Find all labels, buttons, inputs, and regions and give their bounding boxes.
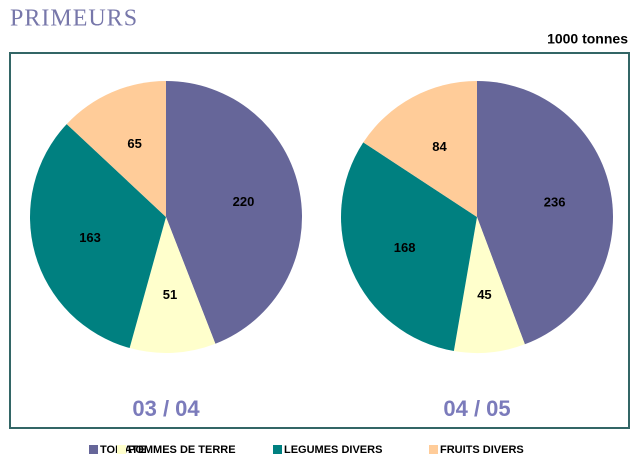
pie-slice: [129, 217, 216, 354]
legend-label: POMMES DE TERRE: [128, 444, 236, 456]
slice-label: 220: [233, 194, 255, 209]
legend-swatch: [117, 445, 126, 454]
pie-slice: [363, 81, 477, 217]
slice-label: 65: [127, 136, 141, 151]
legend-label: FRUITS DIVERS: [440, 444, 524, 456]
pie-slice: [66, 81, 166, 217]
slice-label: 84: [432, 139, 447, 154]
slice-label: 45: [477, 287, 491, 302]
legend-label: LEGUMES DIVERS: [284, 444, 382, 456]
pie-slice: [453, 217, 525, 353]
slice-label: 168: [394, 240, 416, 255]
pie-slice: [477, 81, 614, 345]
legend-swatch: [89, 445, 98, 454]
legend-swatch: [429, 445, 438, 454]
pie-title: 04 / 05: [443, 396, 510, 421]
pie-title: 03 / 04: [132, 396, 200, 421]
pie-slice: [29, 124, 166, 349]
page-title: PRIMEURS: [10, 6, 138, 32]
pie-slice: [166, 81, 303, 344]
pie-slice: [340, 142, 477, 352]
slice-label: 51: [163, 287, 177, 302]
legend-swatch: [273, 445, 282, 454]
unit-label: 1000 tonnes: [547, 31, 628, 47]
slice-label: 163: [79, 230, 101, 245]
slice-label: 236: [544, 194, 566, 209]
